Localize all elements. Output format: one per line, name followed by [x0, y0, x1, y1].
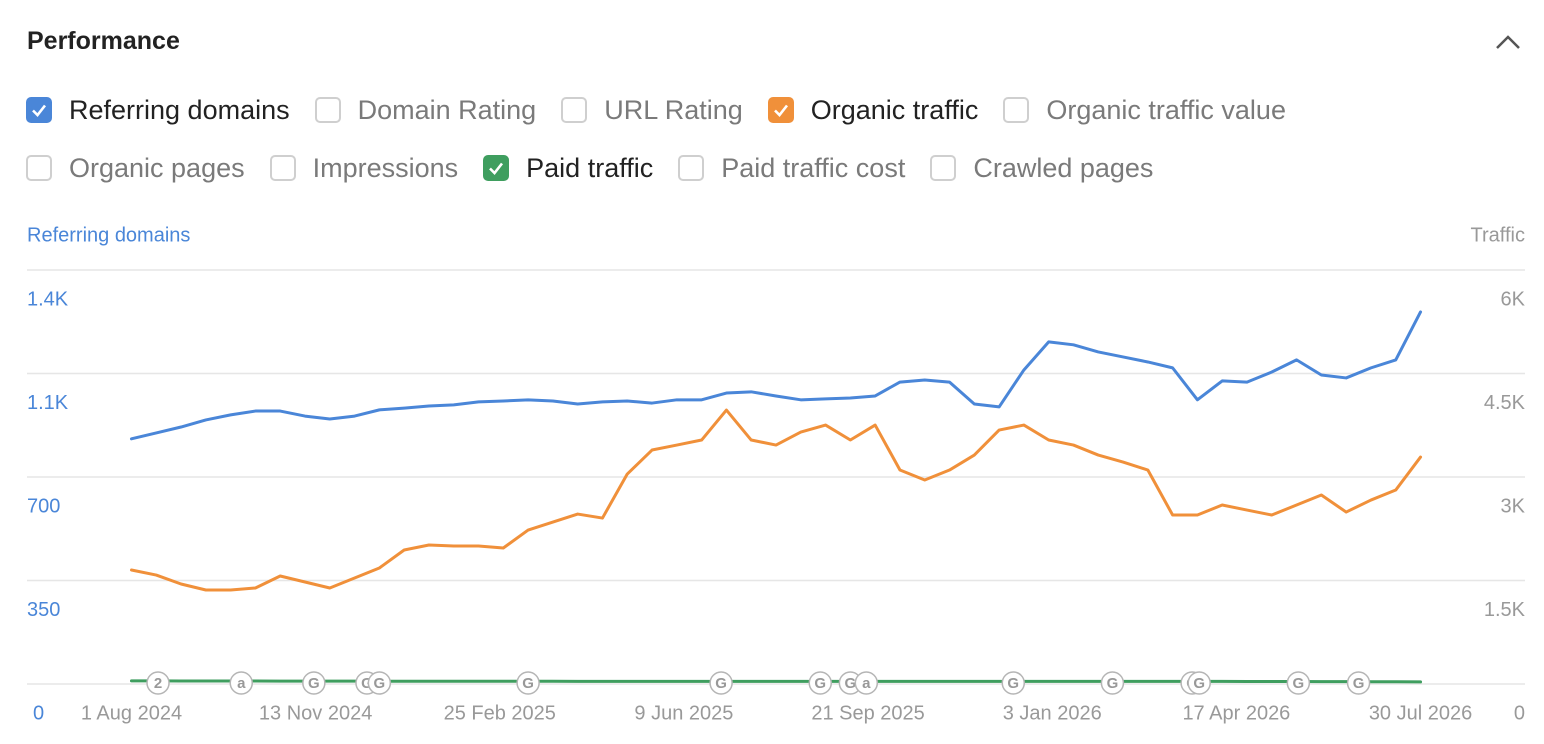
checkbox-label: Organic pages: [69, 152, 245, 183]
metric-toggle[interactable]: Paid traffic cost: [678, 148, 905, 188]
annotation-label: a: [237, 675, 246, 692]
y2-tick-label: 6K: [1501, 288, 1526, 310]
y-tick-label: 0: [33, 702, 44, 724]
annotation-marker: [1286, 671, 1311, 695]
metric-toggle[interactable]: Organic pages: [26, 148, 245, 188]
annotation-marker: [1100, 671, 1125, 695]
annotation-label: G: [374, 675, 386, 692]
y-tick-label: 700: [27, 495, 60, 517]
metric-toggle[interactable]: Organic traffic: [767, 90, 979, 130]
annotation-label: G: [1293, 675, 1305, 692]
annotation-label: G: [522, 675, 534, 692]
y-tick-label: 1.4K: [27, 288, 69, 310]
x-tick-label: 30 Jul 2026: [1369, 702, 1472, 724]
annotation-label: 2: [154, 675, 162, 692]
y-tick-label: 350: [27, 599, 60, 621]
annotation-marker: [229, 671, 254, 695]
x-tick-label: 21 Sep 2025: [811, 702, 924, 724]
y2-tick-label: 0: [1514, 702, 1525, 724]
check-mark: [773, 104, 788, 117]
checkbox-label: Organic traffic: [810, 94, 979, 125]
annotation-marker: [1187, 671, 1211, 695]
y-tick-label: 1.1K: [27, 392, 69, 414]
check-mark-path: [32, 104, 47, 117]
metric-toggle[interactable]: URL Rating: [561, 90, 743, 130]
checkbox[interactable]: [930, 155, 957, 181]
metric-toggle[interactable]: Domain Rating: [314, 90, 537, 130]
checkbox-label: Impressions: [312, 152, 459, 183]
checkbox[interactable]: [678, 155, 705, 181]
x-tick-label: 9 Jun 2025: [634, 702, 733, 724]
y2-tick-label: 3K: [1501, 495, 1526, 517]
checkbox[interactable]: [483, 155, 510, 181]
checkbox-label: Organic traffic value: [1046, 94, 1286, 125]
checkbox[interactable]: [26, 155, 52, 181]
metric-toggle[interactable]: Paid traffic: [483, 148, 653, 188]
series-line: [129, 310, 1423, 441]
annotation-label: G: [845, 675, 857, 692]
y2-axis-title: Traffic: [1471, 224, 1525, 246]
check-mark-path: [773, 104, 788, 117]
y2-tick-label: 1.5K: [1484, 599, 1526, 621]
annotation-label: G: [1107, 675, 1119, 692]
annotation-label: G: [308, 675, 320, 692]
annotation-marker: [1346, 671, 1371, 695]
annotation-label: G: [715, 675, 727, 692]
metric-toggle[interactable]: Crawled pages: [930, 148, 1153, 188]
checkbox-label: Crawled pages: [973, 152, 1154, 183]
checkbox[interactable]: [767, 97, 794, 123]
annotation-marker: [516, 671, 540, 695]
annotation-marker: [808, 671, 833, 695]
annotation-label: G: [814, 675, 826, 692]
annotation-marker: [709, 671, 733, 695]
check-mark-path: [489, 162, 504, 175]
checkbox[interactable]: [561, 97, 588, 123]
metric-toggles: Referring domains Domain Rating URL Rating…: [26, 90, 1426, 188]
checkbox[interactable]: [269, 155, 296, 181]
annotation-label: a: [862, 675, 871, 692]
x-tick-label: 3 Jan 2026: [1003, 702, 1102, 724]
annotation-marker: [1001, 671, 1026, 695]
annotation-marker: [146, 671, 170, 695]
section-title: Performance: [27, 27, 180, 55]
checkbox[interactable]: [26, 97, 52, 123]
annotation-label: G: [1007, 675, 1019, 692]
x-tick-label: 25 Feb 2025: [444, 702, 556, 724]
checkbox-label: Referring domains: [69, 94, 290, 125]
checkbox-label: Paid traffic: [526, 152, 654, 183]
y2-tick-label: 4.5K: [1484, 392, 1526, 414]
check-mark: [489, 162, 504, 175]
checkbox[interactable]: [314, 97, 341, 123]
check-mark: [32, 104, 47, 117]
metric-toggle[interactable]: Organic traffic value: [1003, 90, 1286, 130]
annotation-marker: [854, 671, 879, 695]
checkbox[interactable]: [1003, 97, 1030, 123]
metric-toggle[interactable]: Impressions: [269, 148, 459, 188]
annotation-marker: [302, 671, 326, 695]
annotation-label: G: [361, 675, 373, 692]
annotation-label: G: [1353, 675, 1365, 692]
series-line: [129, 408, 1423, 592]
annotation-marker: [367, 671, 392, 695]
checkbox-label: Paid traffic cost: [721, 152, 906, 183]
annotation-label: G: [1193, 675, 1205, 692]
collapse-chevron[interactable]: [1496, 35, 1520, 49]
y-axis-title: Referring domains: [27, 224, 190, 246]
checkbox-label: Domain Rating: [357, 94, 537, 125]
metric-toggle[interactable]: Referring domains: [26, 90, 290, 130]
checkbox-label: URL Rating: [604, 94, 743, 125]
x-tick-label: 13 Nov 2024: [259, 702, 372, 724]
x-tick-label: 17 Apr 2026: [1182, 702, 1290, 724]
x-tick-label: 1 Aug 2024: [81, 702, 182, 724]
